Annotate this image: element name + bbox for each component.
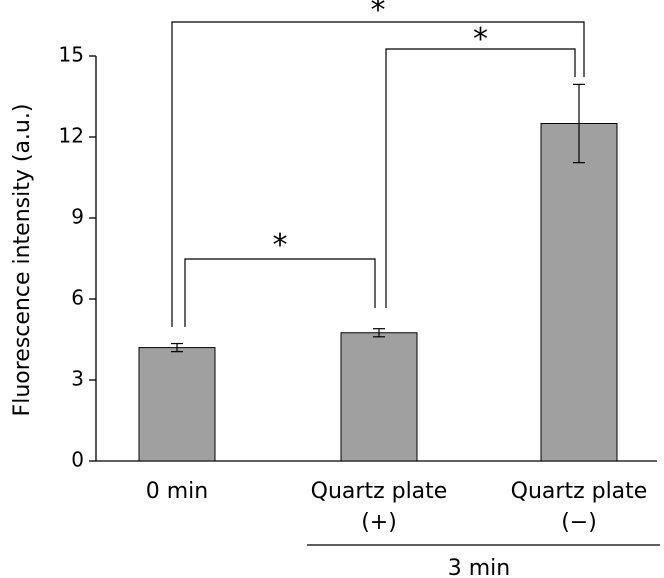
- category-label: 0 min: [146, 479, 208, 504]
- category-label: Quartz plate: [511, 479, 648, 504]
- y-tick-label: 15: [59, 43, 84, 67]
- category-label: Quartz plate: [311, 479, 448, 504]
- category-label-line2: (+): [361, 510, 397, 535]
- y-tick-label: 0: [71, 448, 84, 472]
- significance-star: *: [371, 0, 386, 28]
- bar: [138, 347, 216, 462]
- significance-bracket: [184, 258, 376, 327]
- y-tick-label: 12: [59, 124, 84, 148]
- significance-star: *: [473, 22, 488, 57]
- significance-bracket: [385, 48, 576, 308]
- bar: [340, 332, 418, 462]
- y-axis-title: Fluorescence intensity (a.u.): [10, 104, 35, 417]
- group-label: 3 min: [448, 556, 510, 578]
- y-tick-label: 6: [71, 286, 84, 310]
- y-tick-label: 3: [71, 367, 84, 391]
- category-label-line2: (−): [561, 510, 597, 535]
- y-tick-label: 9: [71, 205, 84, 229]
- significance-star: *: [273, 228, 288, 263]
- bar: [540, 123, 618, 462]
- significance-bracket: [171, 21, 585, 327]
